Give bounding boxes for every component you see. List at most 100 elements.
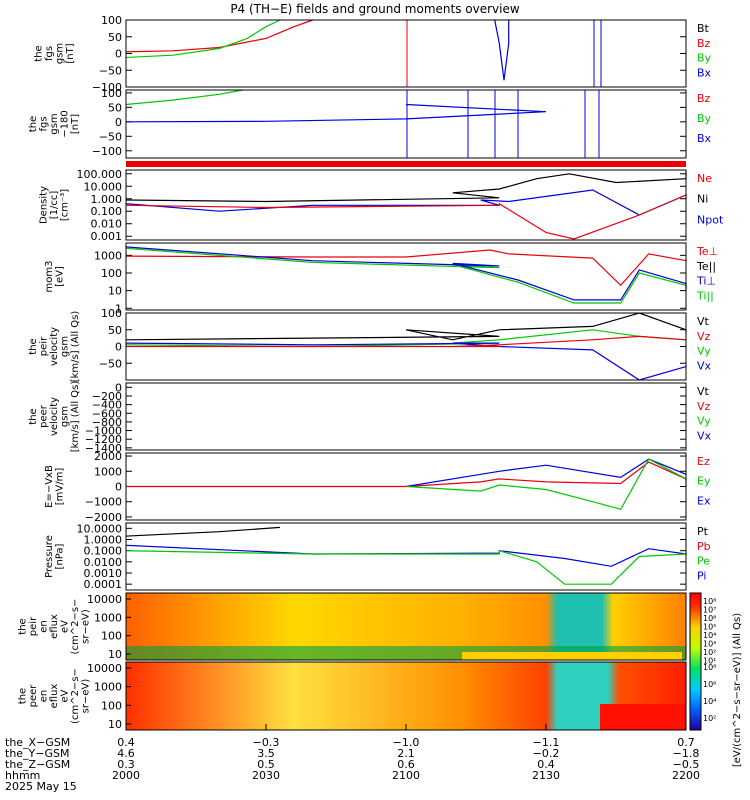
y-tick-label: −1000 bbox=[85, 425, 122, 438]
ephemeris-value: 0.4 bbox=[117, 736, 135, 749]
legend-entry: Ni bbox=[697, 193, 708, 206]
ephemeris-value: −0.2 bbox=[533, 747, 560, 760]
legend-entry: Te⊥ bbox=[696, 245, 718, 258]
ephemeris-value: 0.5 bbox=[257, 758, 275, 771]
panel-10: 10000 1000 100 10 the peer en eflux eV (cm^2−s− sr… bbox=[18, 661, 687, 731]
series-pt bbox=[125, 526, 281, 537]
y-axis-label: peir bbox=[28, 616, 39, 636]
panel-6: 0−200−400−600−800−1000−1200−1400 the peer v… bbox=[28, 381, 712, 455]
low-energy-red bbox=[600, 704, 686, 730]
series-ti bbox=[125, 246, 687, 301]
y-axis-label: peir bbox=[39, 336, 50, 356]
series-vz bbox=[126, 335, 687, 348]
series-ey bbox=[405, 458, 687, 511]
y-axis-label: en bbox=[39, 690, 50, 703]
y-tick-label: 50 bbox=[108, 101, 122, 114]
colorbar-tick: 10⁶ bbox=[703, 614, 716, 623]
legend-entry: Pe bbox=[697, 555, 710, 568]
panel-frame bbox=[125, 592, 687, 661]
y-axis-label: [nPa] bbox=[54, 543, 65, 569]
y-tick-label: 0.0100 bbox=[84, 556, 123, 569]
y-tick-label: −1200 bbox=[85, 433, 122, 446]
ephemeris-value: 0.7 bbox=[677, 736, 695, 749]
y-tick-label: 100 bbox=[101, 267, 122, 280]
y-tick-label: 10.0000 bbox=[77, 522, 123, 535]
y-tick-label: 1.000 bbox=[91, 193, 123, 206]
y-tick-label: 1.0000 bbox=[84, 533, 123, 546]
y-axis-label: [km/s] (All Qs) bbox=[70, 311, 81, 383]
legend-entry: Bz bbox=[697, 37, 711, 50]
bottom-band bbox=[462, 652, 682, 660]
y-axis-label: eV bbox=[60, 689, 71, 702]
legend-entry: Vz bbox=[697, 400, 711, 413]
y-tick-label: 0 bbox=[115, 116, 122, 129]
colorbar-tick: 10² bbox=[703, 648, 716, 657]
y-tick-label: 100 bbox=[101, 307, 122, 320]
ephemeris-value: 2200 bbox=[672, 769, 700, 782]
ephemeris-value: −0.3 bbox=[253, 736, 280, 749]
series-ni bbox=[125, 171, 687, 203]
y-axis-label: velocity bbox=[49, 327, 60, 366]
y-tick-label: 1000 bbox=[94, 249, 122, 262]
y-tick-label: 2000 bbox=[94, 450, 122, 463]
panel-9: 10000 1000 100 10 the peir en eflux eV (cm^2−s− sr… bbox=[18, 592, 687, 661]
ephemeris-value: −1.0 bbox=[393, 736, 420, 749]
legend-entry: Ez bbox=[697, 455, 710, 468]
y-axis-label: gsm bbox=[60, 406, 71, 427]
y-axis-label: [1/cc] bbox=[49, 191, 60, 220]
y-axis-label: fgs bbox=[39, 116, 50, 131]
legend-entry: Ti|| bbox=[696, 289, 714, 302]
y-axis-label: the bbox=[18, 688, 29, 704]
ephemeris-value: 2100 bbox=[392, 769, 420, 782]
y-axis-label: eflux bbox=[49, 614, 60, 639]
y-tick-label: −2000 bbox=[85, 511, 122, 524]
y-axis-label: peer bbox=[39, 404, 50, 428]
series-pi bbox=[125, 544, 687, 567]
y-axis-label: sr−eV) bbox=[81, 679, 92, 714]
ephemeris-value: 2030 bbox=[252, 769, 280, 782]
y-axis-label: [nT] bbox=[65, 43, 76, 63]
legend-entry: Vx bbox=[697, 429, 712, 442]
y-tick-label: 50 bbox=[108, 324, 122, 337]
ephemeris-table: the_X−GSMthe_Y−GSMthe_Z−GSMhhmm0.44.60.3… bbox=[5, 736, 700, 793]
y-axis-label: [nT] bbox=[70, 114, 81, 134]
y-axis-label: gsm bbox=[49, 113, 60, 134]
legend-entry: Ex bbox=[697, 494, 711, 507]
legend-entry: Vt bbox=[697, 315, 710, 328]
y-tick-label: 10000 bbox=[87, 662, 122, 675]
series-pe bbox=[125, 549, 687, 585]
panel-4: 1000 100 10 1 mom3 [eV] Te⊥ Te|| Ti⊥Ti|| bbox=[44, 242, 718, 315]
panel-frame bbox=[125, 382, 687, 451]
colorbar-tick: 10⁴ bbox=[703, 697, 716, 706]
ephemeris-value: 0.3 bbox=[117, 758, 135, 771]
colorbar-tick: 10⁵ bbox=[703, 623, 716, 632]
legend-entry: Bx bbox=[697, 66, 712, 79]
y-axis-label: the bbox=[28, 338, 39, 354]
date-label: 2025 May 15 bbox=[5, 780, 77, 793]
y-tick-label: 100 bbox=[101, 87, 122, 100]
y-tick-label: 10.000 bbox=[84, 180, 123, 193]
panel-frame bbox=[125, 242, 687, 311]
y-tick-label: 1 bbox=[115, 302, 122, 315]
ephemeris-value: 2130 bbox=[532, 769, 560, 782]
colorbar-tick: 10⁷ bbox=[703, 606, 716, 615]
series-vt bbox=[125, 312, 687, 341]
data-gap-bar bbox=[126, 161, 686, 167]
y-tick-label: −200 bbox=[92, 390, 122, 403]
y-axis-label: −180 bbox=[60, 110, 71, 137]
colorbar-tick: 10⁸ bbox=[703, 597, 716, 606]
y-tick-label: 0.1000 bbox=[84, 545, 123, 558]
y-tick-label: −600 bbox=[92, 407, 122, 420]
y-tick-label: −1000 bbox=[85, 496, 122, 509]
legend-entry: Ti⊥ bbox=[696, 275, 716, 288]
y-tick-label: 0 bbox=[115, 341, 122, 354]
colorbar-tick: 10⁴ bbox=[703, 631, 716, 640]
y-tick-label: 10000 bbox=[87, 593, 122, 606]
legend-entry: Vy bbox=[697, 345, 711, 358]
ephemeris-label: hhmm bbox=[5, 769, 40, 782]
y-tick-label: 100 bbox=[101, 630, 122, 643]
ephemeris-label: the_Y−GSM bbox=[5, 747, 70, 760]
